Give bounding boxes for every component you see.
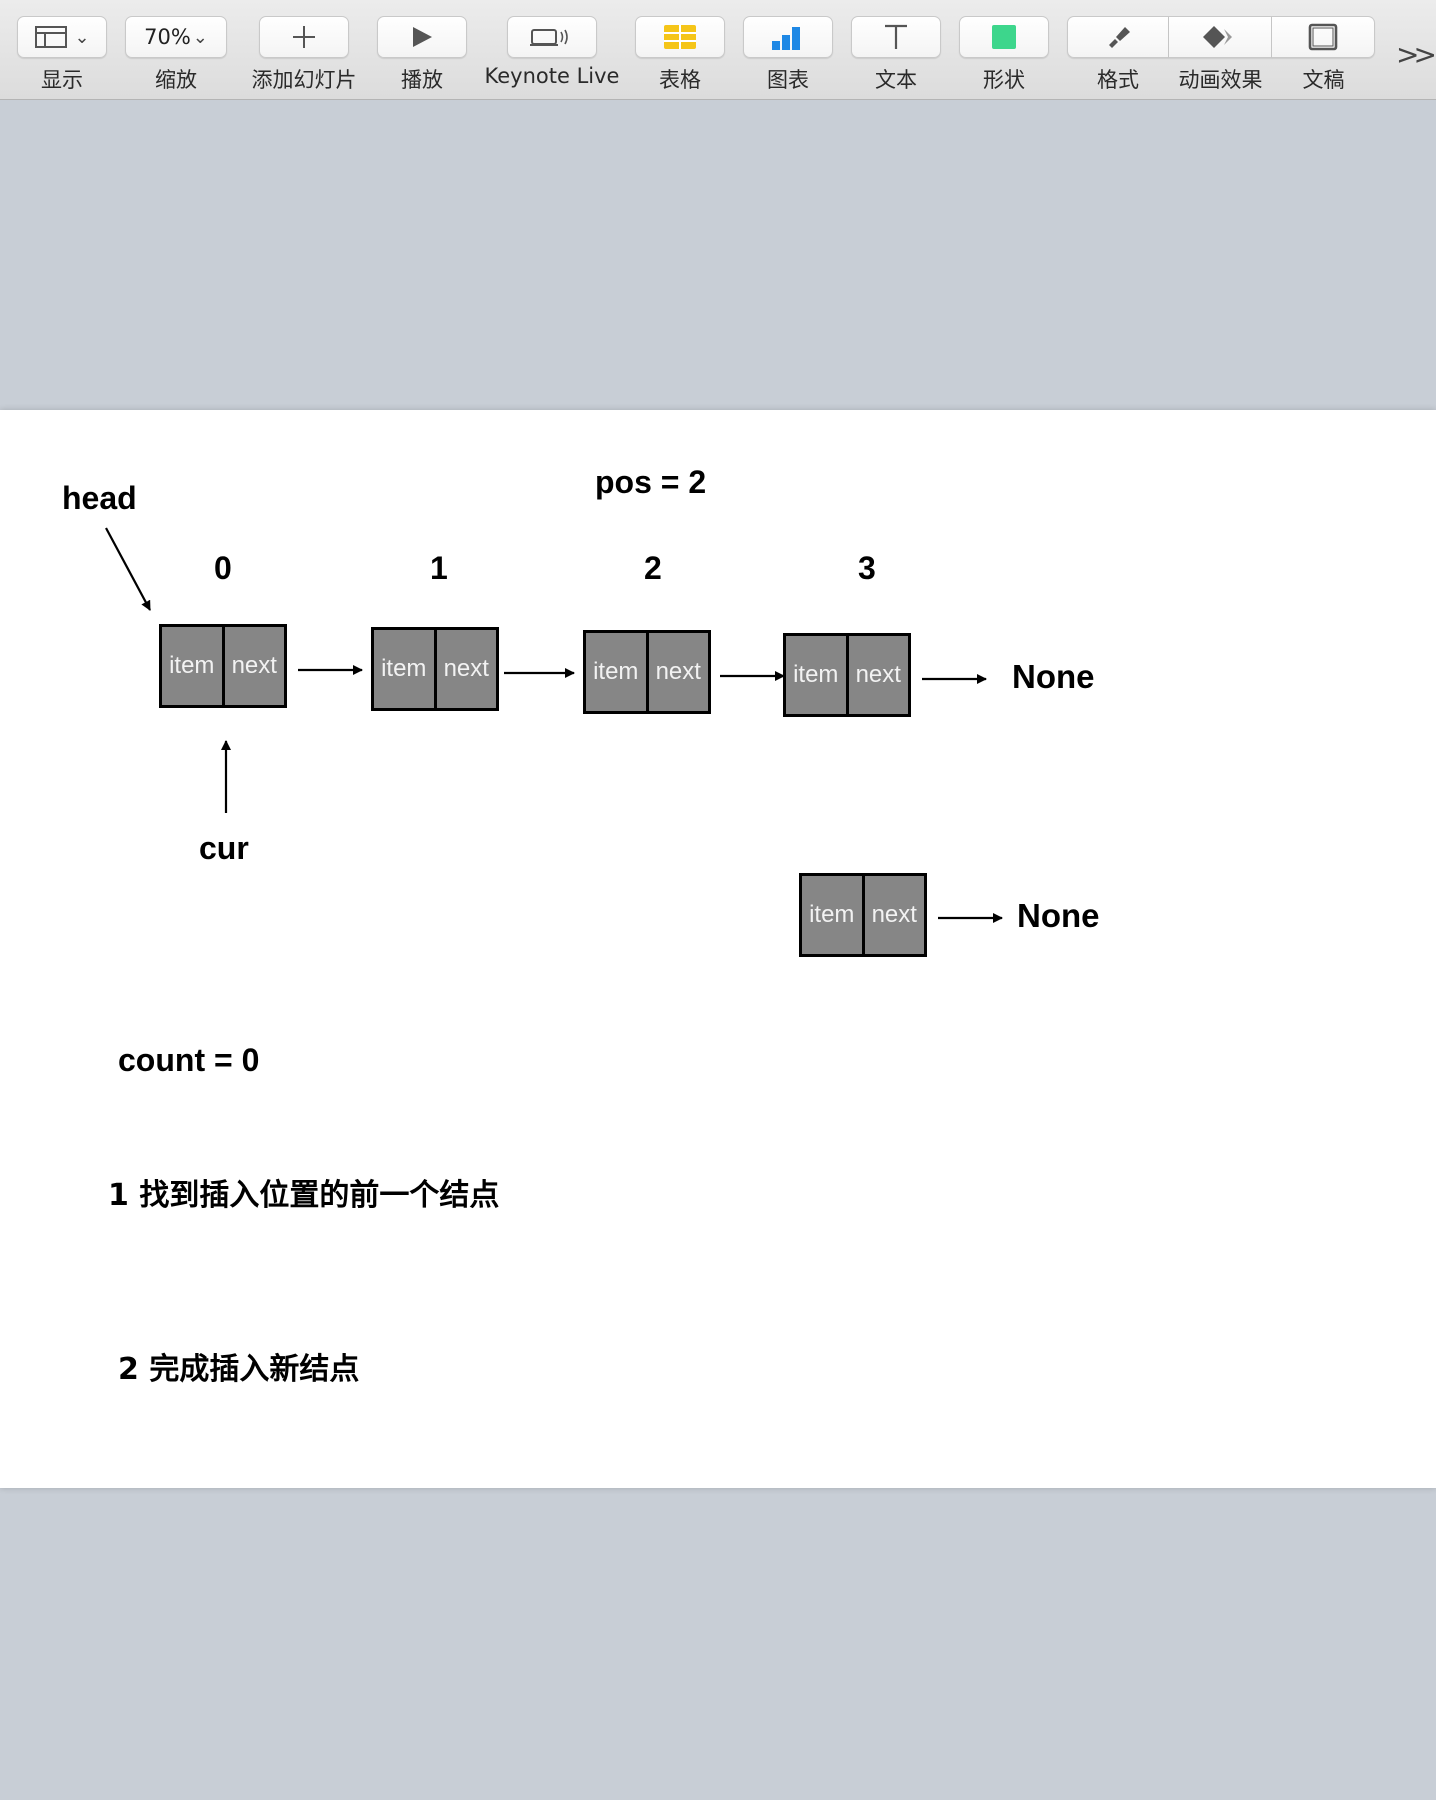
zoom-tool[interactable]: 70% ⌄ 缩放 xyxy=(125,16,227,114)
none-label: None xyxy=(1012,658,1095,695)
node-next-cell: next xyxy=(871,901,917,928)
view-button[interactable]: ⌄ xyxy=(17,16,107,58)
new-none-label: None xyxy=(1017,897,1100,934)
shape-label: 形状 xyxy=(983,68,1025,92)
index-0: 0 xyxy=(214,550,232,586)
new-node[interactable]: item next xyxy=(799,873,927,957)
text-tool[interactable]: 文本 xyxy=(851,16,941,114)
count-label: count = 0 xyxy=(118,1042,260,1078)
node-item-cell: item xyxy=(374,630,437,708)
text-button[interactable] xyxy=(851,16,941,58)
plus-icon xyxy=(293,26,315,48)
step-2-text: 2 完成插入新结点 xyxy=(118,1352,360,1387)
inspector-group: 格式 动画效果 文稿 xyxy=(1067,16,1375,114)
chart-icon xyxy=(772,27,800,50)
index-1: 1 xyxy=(430,550,448,586)
animate-label: 动画效果 xyxy=(1178,68,1263,92)
arrows-layer xyxy=(105,527,1003,923)
shape-tool[interactable]: 形状 xyxy=(959,16,1049,114)
node-next-cell: next xyxy=(231,652,277,679)
zoom-value: 70% xyxy=(144,25,191,49)
view-tool[interactable]: ⌄ 显示 xyxy=(17,16,107,114)
node-item-cell: item xyxy=(162,627,225,705)
node-item-cell: item xyxy=(586,633,649,711)
table-icon xyxy=(664,25,696,49)
zoom-label: 缩放 xyxy=(155,68,197,92)
chevron-down-icon: ⌄ xyxy=(192,26,208,48)
node-next-cell: next xyxy=(655,658,701,685)
table-tool[interactable]: 表格 xyxy=(635,16,725,114)
view-label: 显示 xyxy=(41,68,83,92)
chevron-down-icon: ⌄ xyxy=(74,26,90,48)
list-node-3[interactable]: item next xyxy=(783,633,911,717)
view-icon xyxy=(35,26,68,48)
document-button[interactable] xyxy=(1272,16,1375,58)
add-slide-button[interactable] xyxy=(259,16,349,58)
zoom-select[interactable]: 70% ⌄ xyxy=(125,16,227,58)
pos-label: pos = 2 xyxy=(595,464,707,500)
format-button[interactable] xyxy=(1067,16,1169,58)
text-icon xyxy=(885,24,907,49)
table-label: 表格 xyxy=(659,68,701,92)
format-label: 格式 xyxy=(1097,68,1139,92)
animate-button[interactable] xyxy=(1169,16,1272,58)
overflow-chevron-icon[interactable]: >> xyxy=(1396,38,1436,71)
keynote-live-label: Keynote Live xyxy=(484,64,620,88)
keynote-live-icon xyxy=(530,29,568,46)
keynote-live-button[interactable] xyxy=(507,16,597,58)
chart-button[interactable] xyxy=(743,16,833,58)
head-arrow xyxy=(105,527,151,611)
list-node-1[interactable]: item next xyxy=(371,627,499,711)
keynote-live-tool[interactable]: Keynote Live xyxy=(482,16,622,114)
play-button[interactable] xyxy=(377,16,467,58)
node-item-cell: item xyxy=(802,876,865,954)
play-label: 播放 xyxy=(401,68,443,92)
table-button[interactable] xyxy=(635,16,725,58)
document-label: 文稿 xyxy=(1302,68,1345,92)
step-1-text: 1 找到插入位置的前一个结点 xyxy=(108,1178,500,1213)
toolbar: ⌄ 显示 70% ⌄ 缩放 添加幻灯片 播放 xyxy=(0,0,1436,100)
add-slide-tool[interactable]: 添加幻灯片 xyxy=(252,16,357,114)
node-next-cell: next xyxy=(443,655,489,682)
shape-icon xyxy=(992,25,1016,49)
paintbrush-icon xyxy=(1109,27,1130,48)
add-slide-label: 添加幻灯片 xyxy=(251,68,357,92)
animate-icon xyxy=(1203,26,1232,48)
document-icon xyxy=(1308,23,1338,51)
chart-label: 图表 xyxy=(767,68,809,92)
index-2: 2 xyxy=(644,550,662,586)
head-label: head xyxy=(62,480,137,516)
node-next-cell: next xyxy=(855,661,901,688)
play-tool[interactable]: 播放 xyxy=(377,16,467,114)
index-3: 3 xyxy=(858,550,876,586)
shape-button[interactable] xyxy=(959,16,1049,58)
play-icon xyxy=(413,27,432,47)
chart-tool[interactable]: 图表 xyxy=(743,16,833,114)
cur-label: cur xyxy=(199,830,249,866)
node-item-cell: item xyxy=(786,636,849,714)
list-node-0[interactable]: item next xyxy=(159,624,287,708)
text-label: 文本 xyxy=(875,68,917,92)
slide-canvas[interactable]: head pos = 2 0 1 2 3 item next item next… xyxy=(0,410,1436,1488)
list-node-2[interactable]: item next xyxy=(583,630,711,714)
